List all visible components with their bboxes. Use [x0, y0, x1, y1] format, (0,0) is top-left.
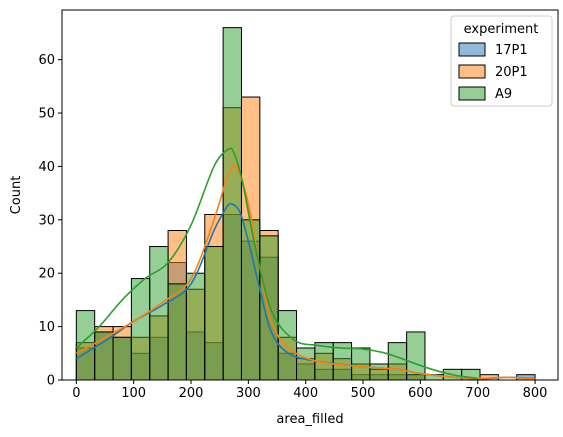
- x-axis-label: area_filled: [276, 412, 343, 427]
- y-tick-label: 60: [38, 53, 55, 68]
- histogram-bar: [387, 342, 408, 381]
- x-tick-label: 300: [236, 386, 261, 401]
- y-axis-ticks: 0 10 20 30 40 50 60: [38, 53, 62, 389]
- x-tick-label: 800: [523, 386, 548, 401]
- legend-swatch: [458, 86, 486, 101]
- legend-swatch: [458, 64, 486, 79]
- histogram-bar: [259, 235, 279, 381]
- legend-entry: A9: [458, 86, 512, 102]
- histogram-bar: [112, 336, 132, 381]
- legend-swatch: [458, 42, 486, 57]
- y-axis-label: Count: [9, 176, 24, 215]
- histogram-bar: [204, 246, 224, 381]
- histogram-bar: [351, 347, 371, 381]
- x-tick-label: 200: [179, 386, 204, 401]
- kde-line-a9: [75, 147, 478, 380]
- y-tick-label: 30: [38, 213, 55, 228]
- x-tick-label: 700: [465, 386, 490, 401]
- legend-label: 20P1: [495, 65, 528, 80]
- histogram-bar: [240, 219, 261, 381]
- legend-label: 17P1: [495, 43, 528, 58]
- x-tick-label: 500: [351, 386, 376, 401]
- histogram-bar: [369, 363, 389, 381]
- histogram-bar: [167, 283, 187, 381]
- x-tick-label: 400: [293, 386, 318, 401]
- plot-frame: [61, 9, 559, 381]
- bars-layer: [75, 27, 536, 381]
- y-tick-label: 10: [38, 320, 55, 335]
- x-tick-label: 100: [121, 386, 146, 401]
- y-tick-label: 0: [47, 374, 55, 389]
- legend-entry: 20P1: [458, 64, 528, 80]
- legend-items: 17P1 20P1 A9: [458, 42, 528, 102]
- y-tick-label: 50: [38, 107, 55, 122]
- kde-layer: [75, 147, 536, 380]
- x-tick-label: 0: [72, 386, 80, 401]
- x-tick-label: 600: [408, 386, 433, 401]
- histogram-bar: [130, 278, 151, 381]
- histogram-bar: [277, 310, 298, 381]
- histogram-bar: [296, 347, 316, 381]
- legend-label: A9: [495, 87, 512, 102]
- histogram-bar: [149, 246, 169, 381]
- legend-frame: [450, 15, 553, 107]
- legend-entry: 17P1: [458, 42, 528, 58]
- series-bars-a9: [75, 27, 481, 381]
- histogram-bar: [185, 272, 206, 381]
- x-axis-ticks: 0 100 200 300 400 500 600 700 800: [72, 380, 547, 401]
- y-tick-label: 40: [38, 160, 55, 175]
- y-tick-label: 20: [38, 267, 55, 282]
- legend-title: experiment: [464, 22, 539, 37]
- legend: experiment 17P1 20P1 A9: [450, 15, 553, 107]
